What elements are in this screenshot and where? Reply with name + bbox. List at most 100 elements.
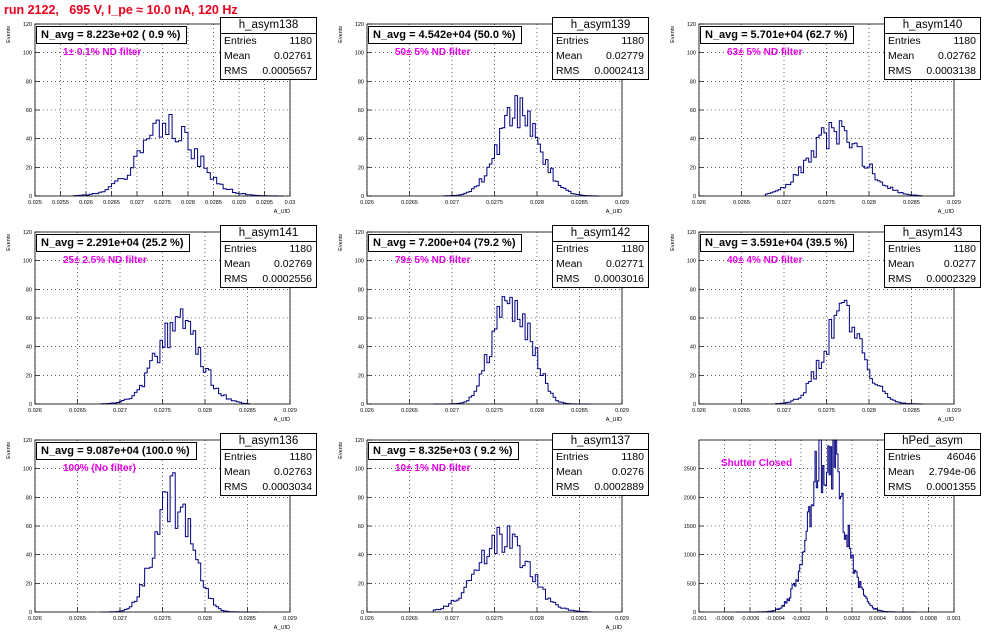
- y-tick-label: 100: [687, 51, 696, 57]
- y-tick-label: 120: [23, 438, 32, 444]
- y-tick-label: 0: [29, 610, 32, 616]
- histogram-name: h_asym138: [221, 18, 316, 34]
- histogram-bars: [432, 525, 591, 613]
- x-tick-label: -0.0002: [792, 616, 811, 622]
- stats-value: 0.02769: [274, 258, 312, 270]
- y-tick-label: 40: [690, 137, 696, 143]
- histogram-panel: 0.026 0.0265 0.027 0.0275 0.028 0.0285 0.029 0 2…: [0, 222, 330, 427]
- entries-row: Entries 1180: [553, 34, 648, 49]
- y-tick-label: 120: [23, 230, 32, 236]
- y-tick-label: 0: [693, 402, 696, 408]
- stats-label: RMS: [556, 65, 580, 77]
- x-tick-label: 0.0285: [205, 200, 222, 206]
- x-tick-label: 0.0265: [69, 616, 86, 622]
- mean-row: Mean 0.02761: [221, 49, 316, 64]
- histogram-name: h_asym143: [885, 226, 980, 242]
- x-axis-label: A_UID: [274, 209, 290, 215]
- stats-box: h_asym136 Entries 1180 Mean 0.02763 RMS 0.0003…: [220, 433, 317, 496]
- filter-label: 1± 0.1% ND filter: [63, 47, 142, 58]
- stats-label: Mean: [556, 466, 583, 478]
- x-axis-label: A_UID: [606, 417, 622, 423]
- entries-row: Entries 1180: [885, 34, 980, 49]
- entries-row: Entries 1180: [221, 242, 316, 257]
- histogram-panel: 0.026 0.0265 0.027 0.0275 0.028 0.0285 0.029 0 2…: [664, 14, 994, 219]
- histogram-bars: [101, 472, 259, 613]
- x-tick-label: 0.028: [530, 200, 544, 206]
- stats-label: RMS: [224, 65, 248, 77]
- x-tick-label: 0.0285: [239, 616, 256, 622]
- x-tick-label: 0.0275: [154, 408, 171, 414]
- histogram-bars: [72, 114, 283, 197]
- x-tick-label: 0.027: [777, 408, 791, 414]
- mean-row: Mean 0.02771: [553, 257, 648, 272]
- y-tick-label: 20: [26, 373, 32, 379]
- x-tick-label: 0.027: [113, 408, 127, 414]
- x-tick-label: 0.026: [79, 200, 93, 206]
- histogram-name: h_asym136: [221, 434, 316, 450]
- y-tick-label: 100: [355, 467, 364, 473]
- y-tick-label: 40: [26, 137, 32, 143]
- x-tick-label: -0.0006: [741, 616, 760, 622]
- x-tick-label: 0.026: [692, 200, 706, 206]
- y-tick-label: 20: [26, 581, 32, 587]
- mean-row: Mean 0.0277: [885, 257, 980, 272]
- x-tick-label: 0.0295: [256, 200, 273, 206]
- histogram-panel: 0.025 0.0255 0.026 0.0265 0.027 0.0275 0.028 0.…: [0, 14, 330, 219]
- stats-label: Entries: [888, 243, 921, 255]
- y-tick-label: 80: [358, 79, 364, 85]
- y-tick-label: 100: [23, 259, 32, 265]
- x-tick-label: 0.0285: [903, 200, 920, 206]
- x-tick-label: 0.027: [445, 200, 459, 206]
- stats-box: hPed_asym Entries 46046 Mean 2.794e-06 RMS 0.0…: [884, 433, 981, 496]
- y-axis-label: Events: [6, 442, 12, 459]
- x-tick-label: 0.029: [615, 616, 629, 622]
- rms-row: RMS 0.0001355: [885, 480, 980, 495]
- y-tick-label: 20: [358, 581, 364, 587]
- filter-label: Shutter Closed: [721, 458, 793, 469]
- stats-value: 0.0277: [943, 258, 976, 270]
- y-tick-label: 60: [358, 524, 364, 530]
- navg-label: N_avg = 3.591e+04 (39.5 %): [700, 234, 855, 252]
- entries-row: Entries 1180: [221, 34, 316, 49]
- x-tick-label: 0.0275: [154, 616, 171, 622]
- y-tick-label: 20: [26, 165, 32, 171]
- stats-label: Entries: [888, 451, 921, 463]
- entries-row: Entries 1180: [221, 450, 316, 465]
- x-tick-label: 0.0004: [869, 616, 886, 622]
- x-tick-label: 0.028: [530, 616, 544, 622]
- y-tick-label: 80: [358, 495, 364, 501]
- mean-row: Mean 0.02763: [221, 465, 316, 480]
- x-tick-label: 0.029: [615, 408, 629, 414]
- rms-row: RMS 0.0002329: [885, 272, 980, 287]
- y-tick-label: 100: [687, 259, 696, 265]
- y-tick-label: 120: [23, 22, 32, 28]
- y-tick-label: 1000: [684, 553, 696, 559]
- rms-row: RMS 0.0005657: [221, 64, 316, 79]
- histogram-bars: [100, 308, 251, 405]
- x-tick-label: 0.028: [862, 408, 876, 414]
- x-tick-label: 0.0275: [154, 200, 171, 206]
- mean-row: Mean 0.0276: [553, 465, 648, 480]
- navg-label: N_avg = 8.223e+02 ( 0.9 %): [36, 26, 188, 44]
- y-tick-label: 60: [26, 108, 32, 114]
- stats-value: 0.02762: [938, 50, 976, 62]
- histogram-bars: [775, 299, 923, 405]
- y-tick-label: 60: [690, 316, 696, 322]
- x-tick-label: 0.028: [181, 200, 195, 206]
- stats-box: h_asym142 Entries 1180 Mean 0.02771 RMS 0.0003…: [552, 225, 649, 288]
- stats-value: 0.0276: [611, 466, 644, 478]
- stats-value: 1180: [289, 451, 312, 463]
- rms-row: RMS 0.0003034: [221, 480, 316, 495]
- histogram-name: h_asym137: [553, 434, 648, 450]
- filter-label: 10± 1% ND filter: [395, 463, 471, 474]
- x-tick-label: 0.0265: [401, 408, 418, 414]
- x-tick-label: -0.0008: [715, 616, 734, 622]
- x-tick-label: 0.026: [28, 616, 42, 622]
- x-tick-label: 0.0006: [895, 616, 912, 622]
- y-tick-label: 40: [26, 345, 32, 351]
- rms-row: RMS 0.0003016: [553, 272, 648, 287]
- stats-value: 0.0003016: [594, 273, 644, 285]
- stats-label: Mean: [888, 50, 915, 62]
- x-tick-label: 0.029: [947, 408, 961, 414]
- x-tick-label: 0.0265: [69, 408, 86, 414]
